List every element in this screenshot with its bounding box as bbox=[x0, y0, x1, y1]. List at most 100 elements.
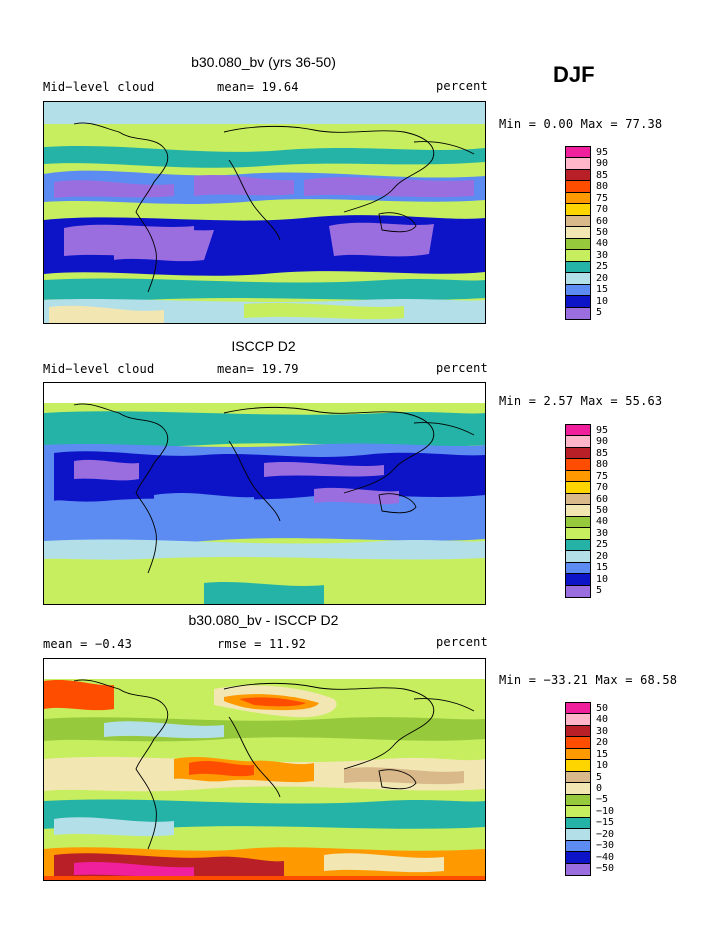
colorbar-swatch bbox=[566, 147, 590, 159]
colorbar-swatch bbox=[566, 703, 590, 715]
panel-1-title: b30.080_bv (yrs 36-50) bbox=[191, 54, 336, 70]
colorbar-swatch bbox=[566, 493, 590, 506]
colorbar-tick-label: 25 bbox=[596, 539, 609, 551]
colorbar-tick-label: 50 bbox=[596, 227, 609, 238]
panel-1-map bbox=[43, 101, 486, 324]
colorbar-tick-label: 70 bbox=[596, 204, 609, 216]
colorbar-tick-label: 10 bbox=[596, 573, 609, 585]
panel-2-mean-label: mean= 19.79 bbox=[217, 362, 299, 376]
panel-3-units-label: percent bbox=[436, 635, 488, 649]
colorbar-swatch bbox=[566, 817, 590, 830]
colorbar-swatch bbox=[566, 852, 590, 864]
colorbar-swatch bbox=[566, 215, 590, 228]
colorbar-swatch bbox=[566, 783, 590, 795]
colorbar-tick-label: 15 bbox=[596, 284, 609, 296]
colorbar-tick-label: 15 bbox=[596, 562, 609, 574]
colorbar-tick-label: −10 bbox=[596, 805, 615, 817]
colorbar-swatch bbox=[566, 585, 590, 597]
colorbar-tick-label: 10 bbox=[596, 295, 609, 307]
colorbar-swatch bbox=[566, 273, 590, 285]
colorbar-swatch bbox=[566, 261, 590, 274]
panel-1-colorbar bbox=[565, 146, 591, 320]
colorbar-swatch bbox=[566, 436, 590, 448]
colorbar-swatch bbox=[566, 181, 590, 193]
colorbar-tick-label: −20 bbox=[596, 828, 615, 840]
colorbar-tick-label: 75 bbox=[596, 192, 609, 204]
colorbar-swatch bbox=[566, 771, 590, 784]
colorbar-tick-label: 80 bbox=[596, 181, 609, 193]
colorbar-tick-label: 20 bbox=[596, 550, 609, 562]
panel-2-minmax: Min = 2.57 Max = 55.63 bbox=[499, 394, 663, 408]
panel-3-mean-label: mean = −0.43 bbox=[43, 637, 133, 651]
panel-1-mean-label: mean= 19.64 bbox=[217, 80, 299, 94]
colorbar-swatch bbox=[566, 539, 590, 552]
panel-3-rmse-label: rmse = 11.92 bbox=[217, 637, 307, 651]
colorbar-swatch bbox=[566, 794, 590, 807]
colorbar-swatch bbox=[566, 748, 590, 761]
colorbar-swatch bbox=[566, 863, 590, 875]
colorbar-tick-label: 90 bbox=[596, 436, 609, 448]
panel-2-units-label: percent bbox=[436, 361, 488, 375]
colorbar-swatch bbox=[566, 482, 590, 494]
colorbar-tick-label: −5 bbox=[596, 794, 609, 806]
colorbar-tick-label: 90 bbox=[596, 158, 609, 170]
colorbar-tick-label: −40 bbox=[596, 851, 615, 863]
colorbar-tick-label: 5 bbox=[596, 771, 603, 783]
colorbar-swatch bbox=[566, 250, 590, 262]
colorbar-tick-label: 40 bbox=[596, 516, 609, 528]
panel-1-units-label: percent bbox=[436, 79, 488, 93]
colorbar-tick-label: 75 bbox=[596, 470, 609, 482]
colorbar-swatch bbox=[566, 227, 590, 239]
colorbar-tick-label: 15 bbox=[596, 748, 609, 760]
panel-3-colorbar bbox=[565, 702, 591, 876]
colorbar-tick-label: 50 bbox=[596, 702, 609, 714]
colorbar-tick-label: 5 bbox=[596, 585, 603, 597]
panel-2-map bbox=[43, 382, 486, 605]
colorbar-tick-label: 10 bbox=[596, 760, 609, 772]
colorbar-swatch bbox=[566, 840, 590, 853]
panel-3-title: b30.080_bv - ISCCP D2 bbox=[188, 612, 339, 628]
panel-3-minmax: Min = −33.21 Max = 68.58 bbox=[499, 673, 678, 687]
colorbar-swatch bbox=[566, 737, 590, 749]
colorbar-swatch bbox=[566, 425, 590, 437]
colorbar-tick-label: 80 bbox=[596, 459, 609, 471]
colorbar-swatch bbox=[566, 562, 590, 575]
colorbar-tick-label: 30 bbox=[596, 249, 609, 261]
colorbar-swatch bbox=[566, 760, 590, 772]
colorbar-swatch bbox=[566, 296, 590, 308]
panel-1-minmax: Min = 0.00 Max = 77.38 bbox=[499, 117, 663, 131]
colorbar-swatch bbox=[566, 447, 590, 460]
colorbar-swatch bbox=[566, 505, 590, 517]
colorbar-tick-label: 60 bbox=[596, 493, 609, 505]
colorbar-swatch bbox=[566, 204, 590, 216]
panel-1-variable-label: Mid−level cloud bbox=[43, 80, 155, 94]
colorbar-tick-label: 50 bbox=[596, 505, 609, 516]
colorbar-tick-label: 5 bbox=[596, 307, 603, 319]
colorbar-swatch bbox=[566, 470, 590, 483]
colorbar-swatch bbox=[566, 528, 590, 540]
panel-2-title: ISCCP D2 bbox=[231, 338, 296, 354]
colorbar-swatch bbox=[566, 284, 590, 297]
colorbar-swatch bbox=[566, 714, 590, 726]
colorbar-swatch bbox=[566, 551, 590, 563]
colorbar-tick-label: 40 bbox=[596, 714, 609, 726]
colorbar-tick-label: 30 bbox=[596, 725, 609, 737]
colorbar-tick-label: 85 bbox=[596, 169, 609, 181]
colorbar-swatch bbox=[566, 725, 590, 738]
colorbar-tick-label: 60 bbox=[596, 215, 609, 227]
colorbar-tick-label: 20 bbox=[596, 737, 609, 749]
colorbar-swatch bbox=[566, 806, 590, 818]
colorbar-tick-label: 95 bbox=[596, 424, 609, 436]
colorbar-tick-label: 70 bbox=[596, 482, 609, 494]
colorbar-tick-label: 85 bbox=[596, 447, 609, 459]
colorbar-swatch bbox=[566, 192, 590, 205]
colorbar-swatch bbox=[566, 574, 590, 586]
colorbar-tick-label: −50 bbox=[596, 863, 615, 875]
colorbar-tick-label: 30 bbox=[596, 527, 609, 539]
colorbar-swatch bbox=[566, 158, 590, 170]
panel-2-colorbar bbox=[565, 424, 591, 598]
colorbar-tick-label: 95 bbox=[596, 146, 609, 158]
colorbar-tick-label: 20 bbox=[596, 272, 609, 284]
colorbar-swatch bbox=[566, 307, 590, 319]
colorbar-swatch bbox=[566, 829, 590, 841]
